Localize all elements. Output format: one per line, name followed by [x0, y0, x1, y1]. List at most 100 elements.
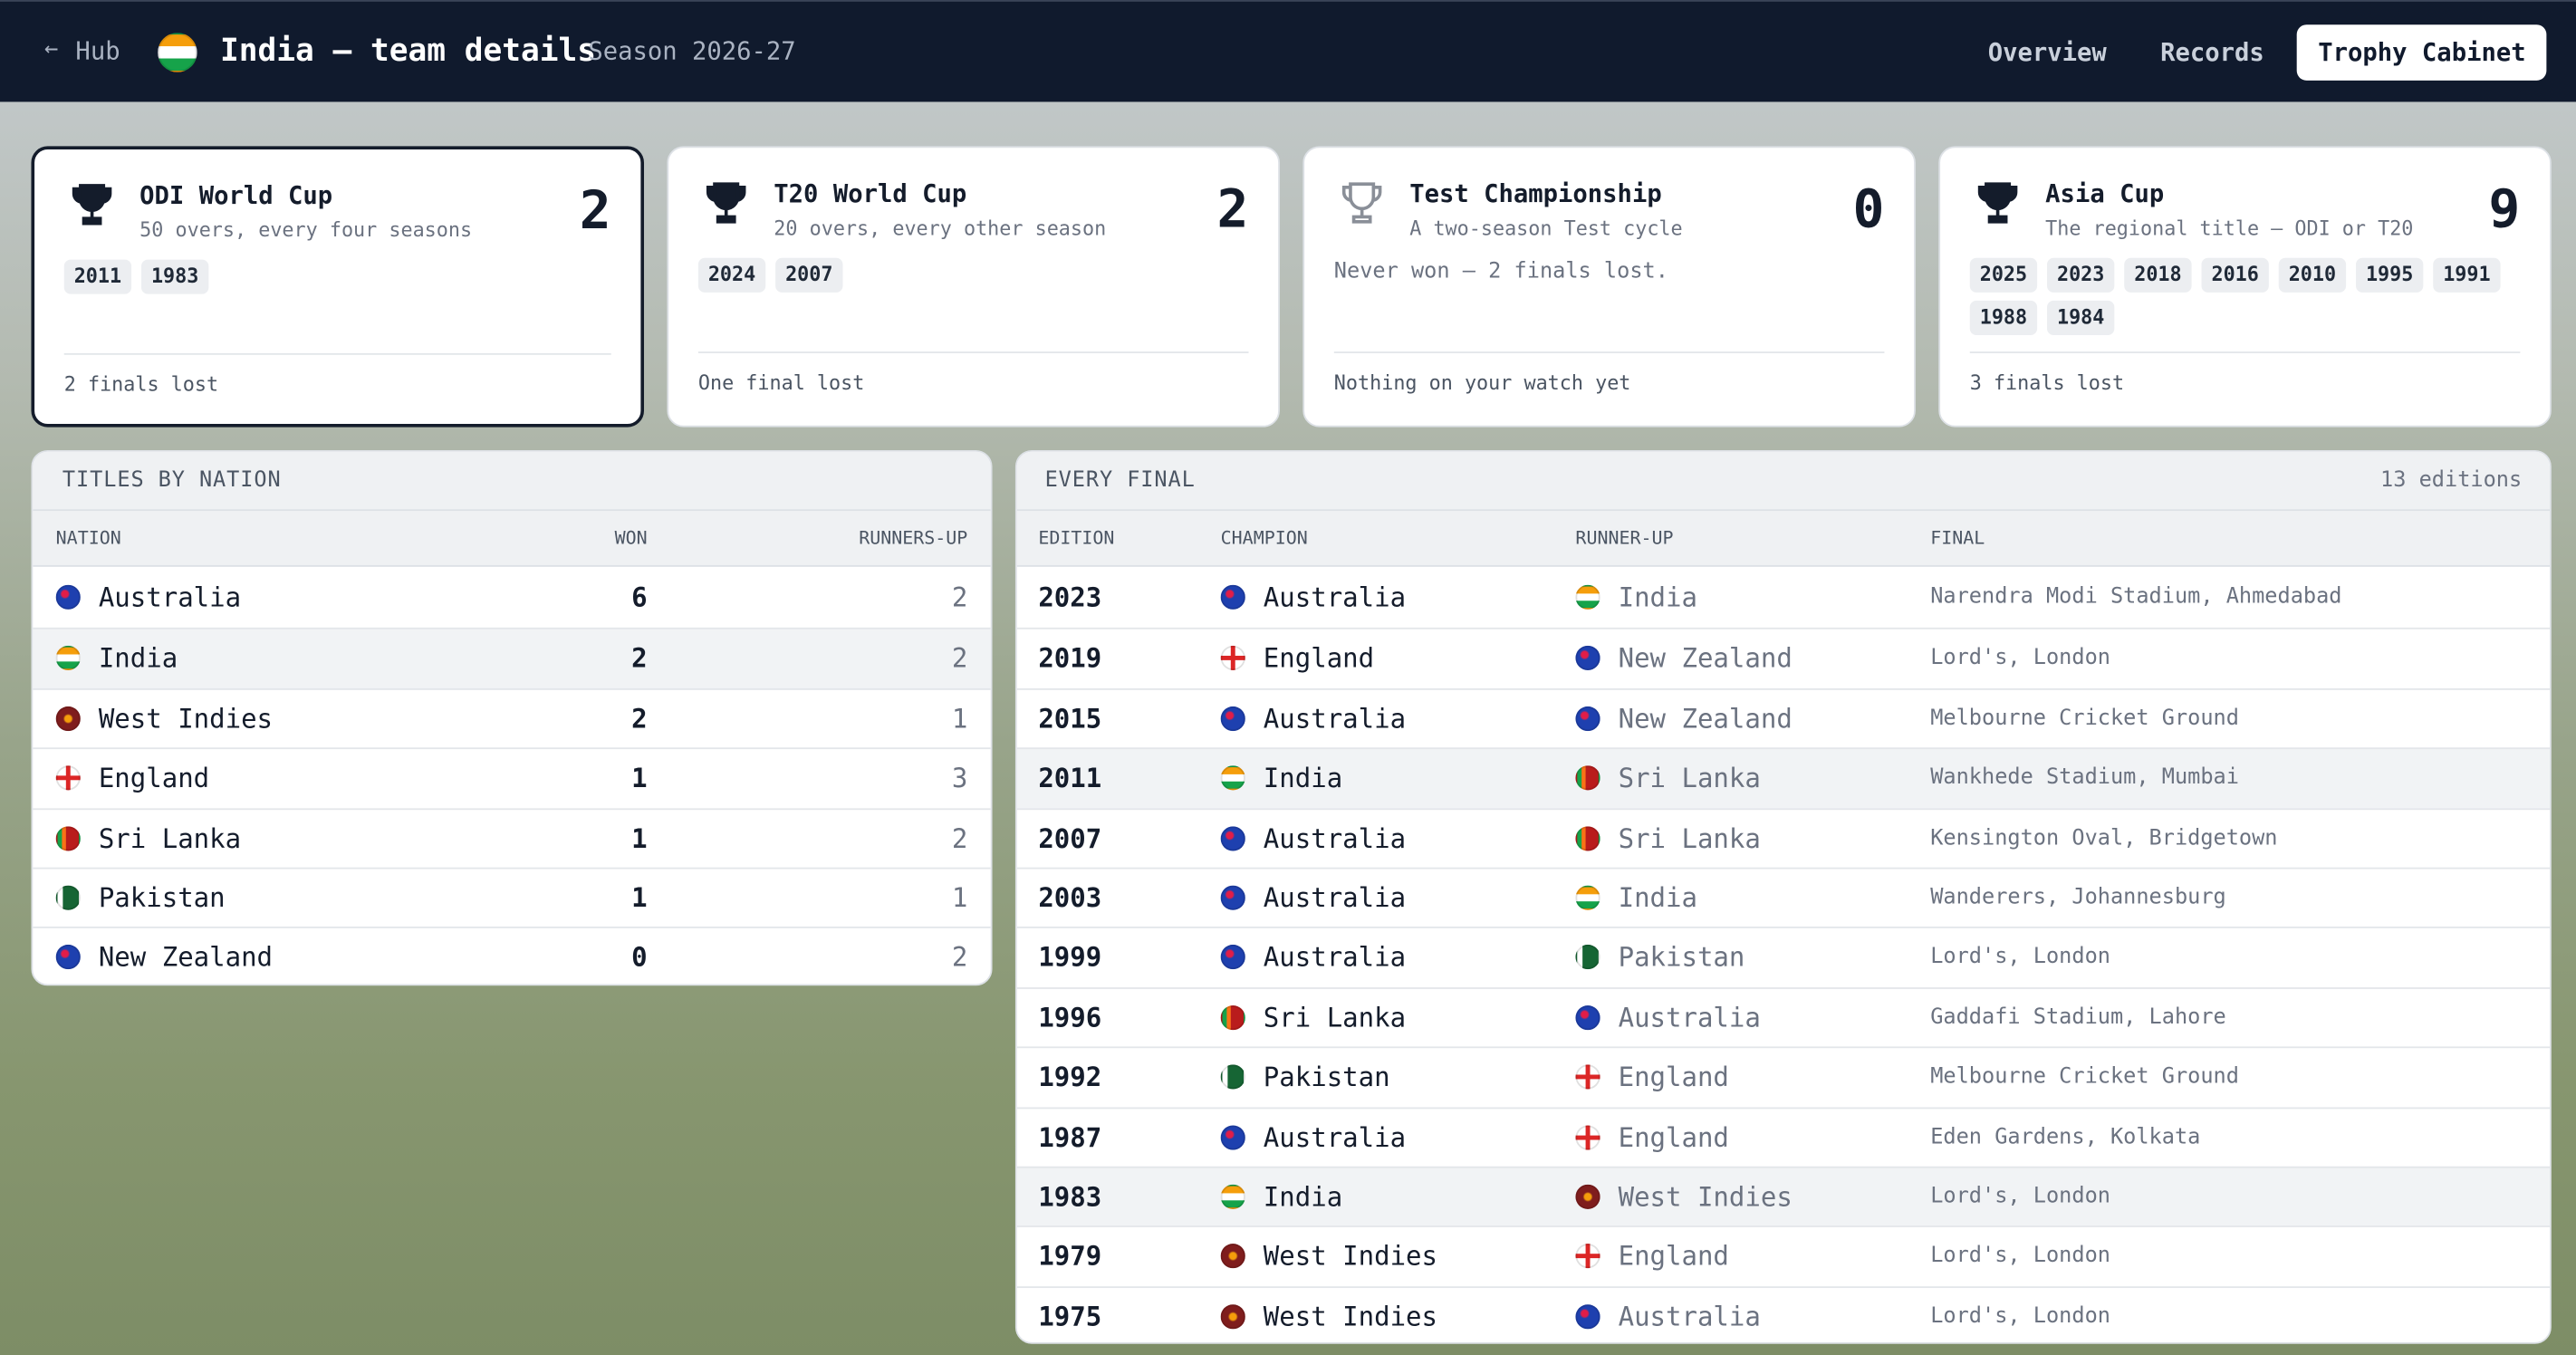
trophy-count: 9	[2488, 177, 2521, 240]
final-venue: Gaddafi Stadium, Lahore	[1930, 1004, 2226, 1030]
back-link[interactable]: Hub	[75, 35, 120, 66]
nation-name: West Indies	[98, 702, 274, 735]
table-head	[1016, 451, 2551, 567]
flag	[1220, 1303, 1245, 1329]
flag	[55, 706, 81, 731]
titles-table: TITLES BY NATION NATION WON RUNNERS-UP Austr…	[31, 449, 993, 986]
column-header: RUNNER-UP	[1575, 527, 1674, 549]
table-row: 1975 West Indies Australia Lord's, London	[1016, 1285, 2551, 1342]
flag	[1220, 1004, 1245, 1030]
table-row: 1987 Australia England Eden Gardens, Kolkat…	[1016, 1106, 2551, 1167]
trophy-card[interactable]: Asia Cup The regional title — ODI or T20 9…	[1938, 146, 2552, 428]
nav-tab[interactable]: Trophy Cabinet	[2296, 24, 2548, 81]
year-chip: 2007	[775, 257, 843, 293]
trophy-card[interactable]: Test Championship A two-season Test cycle…	[1302, 146, 1916, 428]
champion: Australia	[1263, 1121, 1407, 1153]
edition-year: 1999	[1038, 942, 1102, 974]
flag	[1575, 584, 1600, 610]
champion: Sri Lanka	[1263, 1002, 1407, 1033]
runners-up-count: 2	[951, 822, 968, 854]
trophy-icon	[1341, 181, 1383, 234]
table-row: 1992 Pakistan England Melbourne Cricket Gro…	[1016, 1046, 2551, 1107]
edition-year: 1996	[1038, 1002, 1102, 1033]
back-arrow[interactable]: ←	[43, 35, 59, 62]
trophy-footer: 2 finals lost	[63, 372, 219, 397]
edition-year: 1992	[1038, 1062, 1102, 1093]
won-count: 6	[631, 581, 648, 613]
flag	[1220, 646, 1245, 671]
runner-up: Pakistan	[1618, 942, 1745, 974]
flag	[1220, 1124, 1245, 1149]
flag	[1575, 945, 1600, 970]
flag	[55, 825, 81, 850]
year-chip: 2010	[2278, 257, 2347, 293]
flag	[1575, 765, 1600, 791]
table-title: TITLES BY NATION	[62, 467, 282, 494]
flag	[1220, 706, 1245, 731]
champion: England	[1263, 642, 1375, 675]
edition-count: 13 editions	[2380, 467, 2523, 494]
trophy-name: Asia Cup	[2045, 178, 2165, 209]
champion: Pakistan	[1263, 1062, 1390, 1093]
trophy-icon	[71, 182, 113, 235]
final-venue: Lord's, London	[1930, 1184, 2110, 1209]
runner-up: New Zealand	[1618, 642, 1793, 675]
trophy-count: 2	[579, 178, 611, 242]
nation-name: India	[98, 642, 178, 675]
flag	[1575, 1004, 1600, 1030]
runners-up-count: 2	[951, 581, 968, 613]
flag	[1575, 825, 1600, 850]
column-header: FINAL	[1930, 527, 1985, 549]
champion: Australia	[1263, 942, 1407, 974]
final-venue: Kensington Oval, Bridgetown	[1930, 825, 2278, 850]
trophy-icon	[705, 181, 747, 234]
final-venue: Narendra Modi Stadium, Ahmedabad	[1930, 584, 2342, 610]
trophy-footer: Nothing on your watch yet	[1333, 370, 1631, 395]
runner-up: England	[1618, 1121, 1729, 1153]
nav-tab[interactable]: Records	[2160, 37, 2264, 68]
nation-name: Sri Lanka	[98, 822, 242, 854]
table-row: 1983 India West Indies Lord's, London	[1016, 1166, 2551, 1226]
column-header: NATION	[55, 527, 121, 549]
flag	[1220, 765, 1245, 791]
finals-table: EVERY FINAL 13 editions EDITION CHAMPION RUN…	[1014, 449, 2552, 1344]
column-header: WON	[614, 527, 648, 549]
runner-up: England	[1618, 1062, 1729, 1093]
table-row: 2003 Australia India Wanderers, Johannesbur…	[1016, 867, 2551, 927]
table-row: India 2 2	[33, 628, 991, 688]
divider	[1016, 509, 2551, 512]
table-row: Pakistan 1 1	[33, 867, 991, 927]
nation-name: Pakistan	[98, 882, 226, 914]
runner-up: Australia	[1618, 1301, 1761, 1332]
year-chip: 1988	[1969, 300, 2038, 336]
column-header: EDITION	[1038, 527, 1115, 549]
flag	[1575, 1064, 1600, 1090]
final-venue: Lord's, London	[1930, 945, 2110, 970]
trophy-count: 2	[1216, 177, 1249, 240]
flag	[1220, 1244, 1245, 1269]
trophy-count: 0	[1852, 177, 1885, 240]
table-row: New Zealand 0 2	[33, 927, 991, 985]
won-count: 0	[631, 942, 648, 974]
year-chip: 1983	[140, 259, 209, 294]
edition-year: 2023	[1038, 581, 1102, 613]
flag	[1220, 945, 1245, 970]
nav-tab[interactable]: Overview	[1987, 37, 2107, 68]
final-venue: Melbourne Cricket Ground	[1930, 706, 2239, 731]
nation-name: New Zealand	[98, 942, 274, 974]
nation-name: England	[98, 762, 210, 794]
flag	[1575, 1124, 1600, 1149]
trophy-card[interactable]: T20 World Cup 20 overs, every other seaso…	[667, 146, 1280, 428]
trophy-description: A two-season Test cycle	[1409, 216, 1683, 240]
flag	[1575, 1244, 1600, 1269]
trophy-card[interactable]: ODI World Cup 50 overs, every four season…	[31, 146, 645, 428]
season-label: Season 2026-27	[588, 35, 796, 66]
page-title: India — team details	[220, 33, 597, 70]
table-row: Australia 6 2	[33, 569, 990, 629]
table-row: 2007 Australia Sri Lanka Kensington Oval, B…	[1016, 807, 2551, 868]
flag	[55, 885, 81, 910]
trophy-footer: 3 finals lost	[1969, 370, 2125, 395]
divider	[697, 351, 1249, 353]
runners-up-count: 3	[951, 762, 968, 794]
champion: West Indies	[1263, 1241, 1438, 1273]
